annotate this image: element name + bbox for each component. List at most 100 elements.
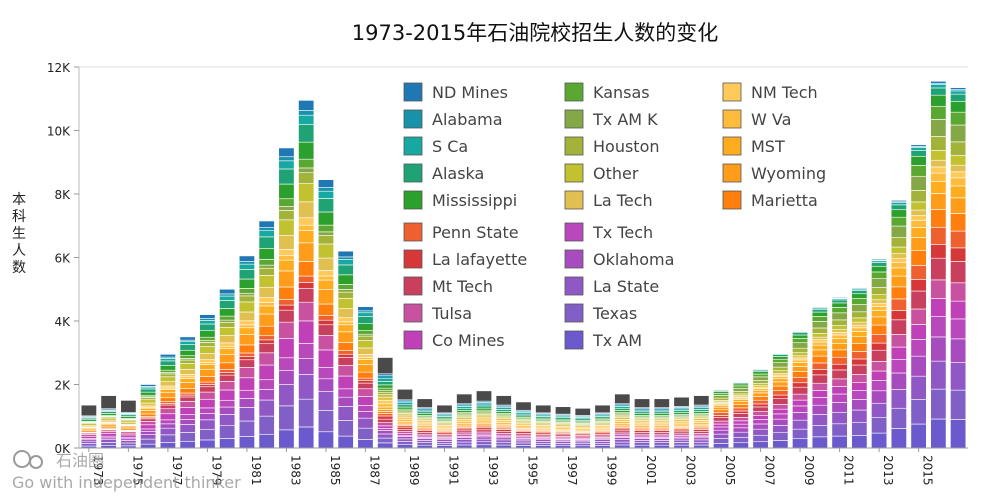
bar-segment <box>475 405 492 409</box>
stacked-bar <box>238 255 255 449</box>
stacked-bar <box>673 396 690 449</box>
bar-segment <box>811 414 828 426</box>
legend-label: Tx Tech <box>592 223 653 242</box>
bar-segment <box>298 242 315 262</box>
bar-segment <box>495 439 512 443</box>
bar-segment <box>357 347 374 355</box>
legend-label: Wyoming <box>751 164 826 183</box>
bar-segment <box>752 376 769 381</box>
bar-segment <box>792 366 809 372</box>
bar-segment <box>357 377 374 382</box>
stacked-bar <box>159 354 176 449</box>
bar-segment <box>851 409 868 423</box>
bar-segment <box>199 353 216 360</box>
bar-segment <box>871 258 888 261</box>
bar-segment <box>278 405 295 431</box>
bar-segment <box>159 404 176 410</box>
bar-segment <box>159 360 176 366</box>
bar-segment <box>159 376 176 382</box>
bar-segment <box>298 301 315 322</box>
stacked-bar <box>377 357 394 449</box>
bar-segment <box>278 219 295 236</box>
bar-segment <box>100 442 117 446</box>
bar-segment <box>910 250 927 266</box>
bar-segment <box>950 124 967 143</box>
bar-segment <box>120 434 137 438</box>
bar-segment <box>890 286 907 300</box>
bar-segment <box>337 324 354 333</box>
legend-swatch <box>722 82 742 102</box>
legend-item: Mt Tech <box>403 276 493 296</box>
bar-segment <box>278 299 295 306</box>
bar-segment <box>713 406 730 411</box>
bar-segment <box>278 384 295 407</box>
bar-segment <box>950 171 967 179</box>
bar-segment <box>179 374 196 378</box>
bar-segment <box>792 371 809 378</box>
bar-segment <box>890 253 907 259</box>
bar-segment <box>930 298 947 317</box>
bar-segment <box>910 279 927 292</box>
bar-segment <box>811 321 828 329</box>
bar-segment <box>950 419 967 449</box>
bar-segment <box>357 388 374 397</box>
legend-item: Kansas <box>564 82 650 102</box>
bar-segment <box>238 420 255 437</box>
legend-label: La Tech <box>593 191 653 210</box>
bar-segment <box>278 248 295 257</box>
bar-segment <box>950 100 967 113</box>
bar-segment <box>396 414 413 418</box>
bar-segment <box>317 235 334 245</box>
bar-segment <box>851 364 868 375</box>
bar-segment <box>238 334 255 346</box>
bar-segment <box>219 348 236 355</box>
bar-segment <box>930 119 947 137</box>
bar-segment <box>910 265 927 280</box>
bar-segment <box>950 185 967 199</box>
stacked-bar <box>930 80 947 449</box>
bar-segment <box>278 210 295 221</box>
bar-segment <box>811 397 828 406</box>
bar-segment <box>930 257 947 281</box>
bar-segment <box>159 427 176 436</box>
legend-swatch <box>403 222 423 242</box>
bar-segment <box>831 369 848 380</box>
bar-segment <box>337 365 354 377</box>
legend-swatch <box>403 163 423 183</box>
bar-segment <box>930 159 947 168</box>
y-tick-label: 12K <box>47 61 71 75</box>
stacked-bar <box>634 398 651 449</box>
stacked-bar <box>693 395 710 449</box>
bar-segment <box>792 438 809 449</box>
legend-label: Co Mines <box>432 331 505 350</box>
bar-segment <box>792 386 809 395</box>
bar-segment <box>377 437 394 444</box>
legend-item: La Tech <box>564 190 653 210</box>
bar-segment <box>337 274 354 285</box>
bar-segment <box>910 190 927 203</box>
stacked-bar <box>950 87 967 449</box>
bar-segment <box>238 407 255 422</box>
y-tick-label: 0K <box>54 442 71 456</box>
bar-segment <box>199 391 216 400</box>
bar-segment <box>278 370 295 385</box>
bar-segment <box>219 288 236 295</box>
bar-segment <box>100 417 117 421</box>
stacked-bar <box>752 368 769 449</box>
bar-segment <box>140 384 157 387</box>
bar-segment <box>752 406 769 412</box>
bar-segment <box>159 413 176 421</box>
bar-segment <box>140 410 157 415</box>
bar-segment <box>298 426 315 449</box>
bar-segment <box>377 396 394 401</box>
bar-segment <box>159 423 176 429</box>
legend-item: Tx AM K <box>564 109 658 129</box>
bar-segment <box>831 307 848 314</box>
legend-swatch <box>403 249 423 269</box>
bar-segment <box>950 93 967 102</box>
bar-segment <box>179 432 196 442</box>
bar-segment <box>238 320 255 326</box>
bar-segment <box>890 346 907 360</box>
bar-segment <box>811 355 828 364</box>
